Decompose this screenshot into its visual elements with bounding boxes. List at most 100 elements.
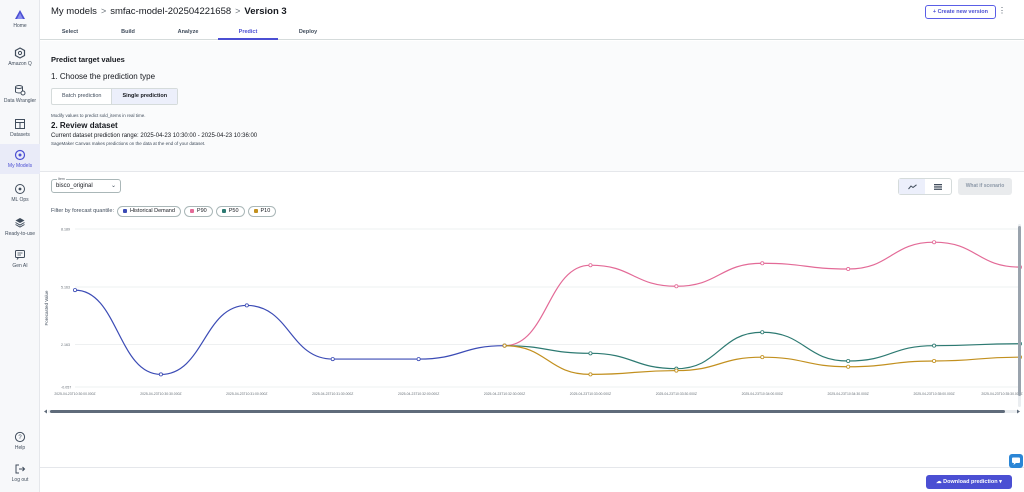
chip-p10[interactable]: P10 — [247, 205, 277, 217]
amazon-q-icon — [14, 47, 26, 59]
sidebar-item-log-out[interactable]: Log out — [0, 458, 40, 492]
tab-build[interactable]: Build — [121, 29, 135, 35]
chevron-down-icon: ⌄ — [110, 183, 116, 189]
step2-heading: 2. Review dataset — [51, 121, 118, 130]
kebab-icon[interactable]: ⋮ — [998, 6, 1006, 15]
tab-deploy[interactable]: Deploy — [298, 29, 318, 35]
sidebar-item-label: Ready-to-use — [4, 231, 35, 237]
data-point — [674, 284, 679, 289]
y-tick-label: 5.163 — [61, 285, 70, 289]
x-tick-label: 2025-04-23T10:34:00.000Z — [742, 392, 783, 396]
tab-select[interactable]: Select — [61, 29, 79, 35]
sidebar-item-label: Home — [13, 23, 27, 29]
download-label: Download prediction — [943, 479, 998, 485]
series-line-p50 — [504, 331, 1021, 370]
view-toggle — [898, 178, 952, 195]
line-chart-icon — [907, 183, 917, 189]
gen-ai-icon — [15, 250, 25, 260]
download-prediction-button[interactable]: ☁ Download prediction ▾ — [926, 475, 1012, 489]
step1-heading: 1. Choose the prediction type — [51, 72, 156, 81]
data-point — [674, 368, 679, 373]
chip-p50[interactable]: P50 — [215, 205, 245, 217]
scroll-left-arrow-icon — [44, 409, 47, 414]
x-tick-label: 2025-04-23T10:35:30.000Z — [981, 392, 1022, 396]
series-line-p90 — [504, 241, 1021, 347]
x-tick-label: 2025-04-23T10:31:30.000Z — [312, 392, 353, 396]
sidebar-item-label: Gen AI — [12, 263, 28, 269]
chart-panel: Item bisco_original ⌄ What if scenario F… — [40, 171, 1024, 421]
ready-to-use-icon — [15, 218, 25, 228]
sidebar-item-label: Log out — [11, 477, 29, 483]
sidebar-item-label: Datasets — [10, 132, 30, 138]
sidebar-item-label: Amazon Q — [8, 61, 32, 67]
sidebar-item-label: My Models — [7, 163, 33, 169]
historical-demand-swatch — [122, 209, 127, 213]
svg-text:?: ? — [18, 435, 22, 441]
chip-label: P50 — [228, 208, 239, 214]
item-select-value: bisco_original — [56, 183, 93, 189]
forecast-chart: -0.057 2.163 5.163 8.189 Forecasted Value 202… — [44, 228, 1023, 414]
item-select[interactable]: Item bisco_original ⌄ — [51, 177, 121, 193]
quantile-filter: Filter by forecast quantile: Historical … — [51, 205, 277, 217]
breadcrumb-my-models[interactable]: My models — [51, 6, 97, 17]
help-icon: ? — [14, 431, 26, 443]
my-models-icon — [14, 149, 26, 161]
data-point — [416, 357, 421, 362]
sidebar-item-label: Help — [14, 445, 26, 451]
data-point — [932, 240, 937, 245]
sidebar-item-home[interactable]: Home — [0, 4, 40, 38]
what-if-scenario-button[interactable]: What if scenario — [958, 178, 1012, 195]
sidebar-item-my-models[interactable]: My Models — [0, 144, 40, 174]
y-tick-label: 8.189 — [61, 228, 70, 232]
chat-icon[interactable] — [1009, 454, 1023, 468]
predict-settings: Predict target values 1. Choose the pred… — [40, 41, 1024, 171]
chip-historical-demand[interactable]: Historical Demand — [116, 205, 181, 217]
x-tick-label: 2025-04-23T10:34:30.000Z — [828, 392, 869, 396]
caret-down-icon: ▾ — [997, 479, 1002, 485]
sidebar-item-data-wrangler[interactable]: Data Wrangler — [0, 79, 40, 113]
vertical-scrollbar[interactable] — [1017, 224, 1022, 407]
prediction-type-toggle: Batch prediction Single prediction — [51, 88, 179, 105]
ml-ops-icon — [15, 184, 25, 194]
x-tick-label: 2025-04-23T10:30:30.000Z — [140, 392, 181, 396]
data-point — [330, 357, 335, 362]
data-point — [588, 372, 593, 377]
chip-label: Historical Demand — [129, 208, 175, 214]
breadcrumb: My models > smfac-model-202504221658 > Versi… — [51, 6, 287, 17]
tab-analyze[interactable]: Analyze — [177, 29, 199, 35]
line-chart-view-button[interactable] — [899, 179, 925, 194]
sidebar-item-ml-ops[interactable]: ML Ops — [0, 178, 40, 212]
sidebar-item-help[interactable]: ? Help — [0, 426, 40, 460]
x-tick-label: 2025-04-23T10:30:00.000Z — [54, 392, 95, 396]
batch-prediction-button[interactable]: Batch prediction — [62, 93, 102, 99]
chevron-right-icon: > — [100, 6, 107, 16]
scroll-right-arrow-icon — [1017, 409, 1020, 414]
page-header: My models > smfac-model-202504221658 > Versi… — [40, 0, 1024, 24]
item-select-label: Item — [57, 177, 66, 181]
home-icon — [15, 10, 25, 19]
chip-label: P10 — [260, 208, 271, 214]
chip-p90[interactable]: P90 — [183, 205, 213, 217]
chevron-right-icon: > — [235, 6, 241, 16]
breadcrumb-model[interactable]: smfac-model-202504221658 — [110, 6, 232, 17]
sidebar-item-gen-ai[interactable]: Gen AI — [0, 244, 40, 278]
create-new-version-button[interactable]: + Create new version — [924, 5, 996, 19]
series-line-p10 — [504, 345, 1021, 376]
log-out-icon — [15, 464, 26, 474]
table-view-button[interactable] — [925, 179, 951, 194]
p90-swatch — [189, 209, 194, 213]
tab-predict[interactable]: Predict — [218, 24, 278, 40]
sidebar-item-label: ML Ops — [11, 197, 29, 203]
y-tick-label: 2.163 — [61, 343, 70, 347]
data-point — [760, 355, 765, 360]
datasets-icon — [15, 119, 25, 129]
single-prediction-button[interactable]: Single prediction — [111, 89, 178, 104]
tab-bar: Select Build Analyze Predict Deploy — [40, 24, 1024, 40]
sidebar-item-amazon-q[interactable]: Amazon Q — [0, 42, 40, 76]
data-point — [760, 261, 765, 266]
sidebar-item-datasets[interactable]: Datasets — [0, 113, 40, 147]
data-point — [244, 303, 249, 308]
x-tick-label: 2025-04-23T10:31:00.000Z — [226, 392, 267, 396]
sidebar-item-ready-to-use[interactable]: Ready-to-use — [0, 212, 40, 246]
breadcrumb-version: Version 3 — [244, 6, 287, 17]
